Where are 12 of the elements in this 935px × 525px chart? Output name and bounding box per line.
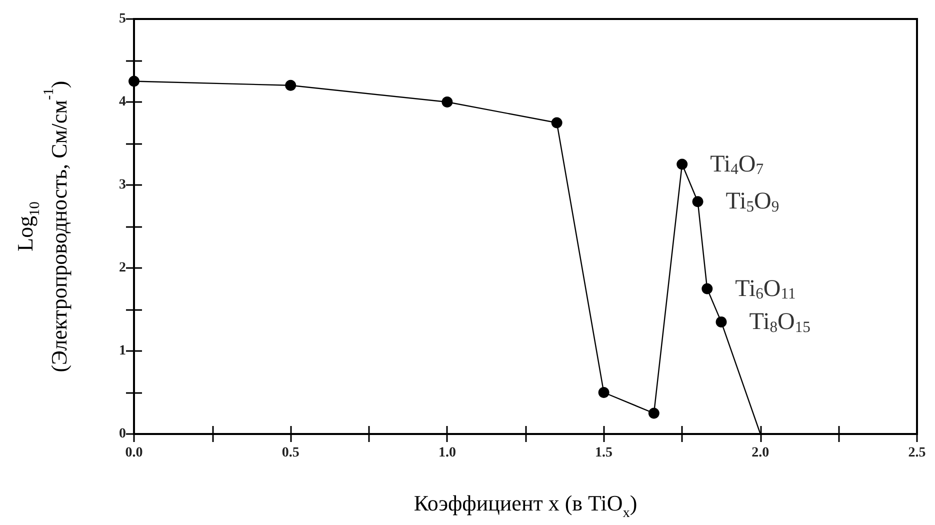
- x-tick-label: 0.5: [282, 446, 300, 460]
- x-tick-label: 2.0: [752, 446, 770, 460]
- y-tick-label: 0: [119, 426, 126, 442]
- x-tick-label: 1.0: [438, 446, 456, 460]
- y-tick-label: 1: [119, 344, 126, 358]
- x-tick-label: 2.5: [908, 446, 926, 460]
- x-tick-label: 0.0: [125, 446, 143, 460]
- y-tick-label: 2: [119, 260, 126, 276]
- y-tick-label: 4: [119, 94, 126, 110]
- y-tick-label: 3: [119, 178, 126, 192]
- x-tick-label: 1.5: [595, 446, 613, 460]
- y-tick-label: 5: [119, 12, 126, 26]
